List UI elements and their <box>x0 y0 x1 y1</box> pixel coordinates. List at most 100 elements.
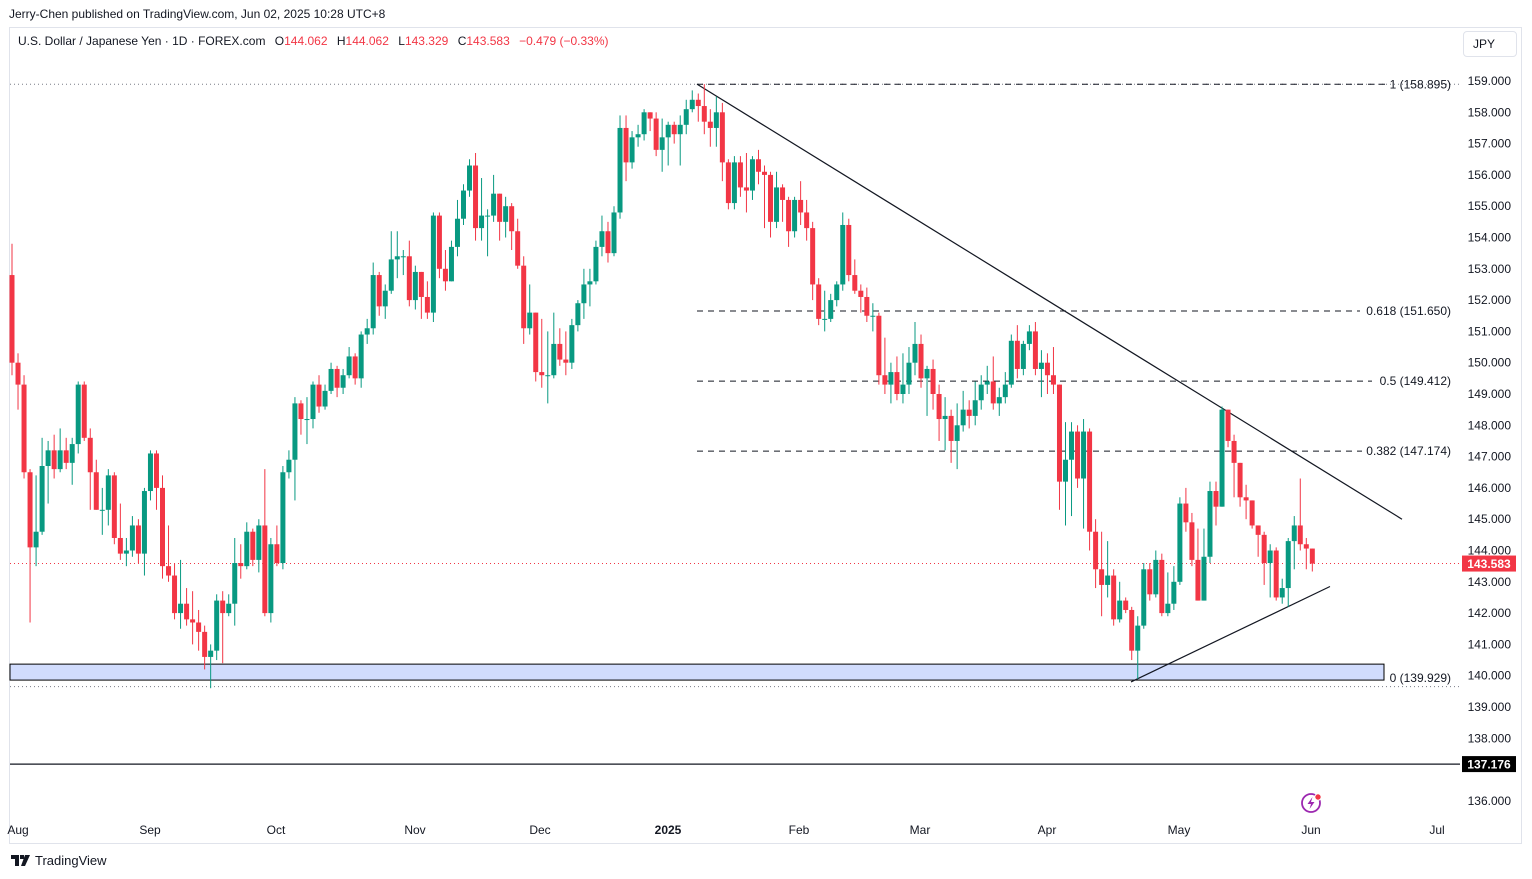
candle[interactable] <box>473 152 479 241</box>
candle[interactable] <box>1056 384 1062 510</box>
candle[interactable] <box>1267 544 1273 598</box>
candle[interactable] <box>924 365 930 416</box>
candle[interactable] <box>436 212 442 279</box>
candle[interactable] <box>69 437 75 485</box>
candle[interactable] <box>382 284 388 319</box>
candle[interactable] <box>454 199 460 257</box>
candle[interactable] <box>196 609 202 651</box>
candle[interactable] <box>1075 425 1081 488</box>
candle[interactable] <box>701 84 707 135</box>
candle[interactable] <box>774 171 780 229</box>
candle[interactable] <box>617 115 623 219</box>
time-axis[interactable]: Aug Sep Oct Nov Dec 2025 Feb Mar Apr May Jun Jul <box>7 823 1444 837</box>
candle[interactable] <box>918 334 924 388</box>
candle[interactable] <box>665 121 671 166</box>
candle[interactable] <box>749 156 755 200</box>
candle[interactable] <box>972 381 978 426</box>
candle[interactable] <box>184 588 190 626</box>
candle[interactable] <box>1129 606 1135 661</box>
candle[interactable] <box>364 318 370 344</box>
candle[interactable] <box>966 400 972 429</box>
candle[interactable] <box>1020 340 1026 376</box>
candle[interactable] <box>418 271 424 319</box>
chart-pane[interactable] <box>9 27 1522 844</box>
candle[interactable] <box>713 96 719 147</box>
candle[interactable] <box>900 353 906 404</box>
candle[interactable] <box>485 209 491 257</box>
candle[interactable] <box>497 193 503 241</box>
candle[interactable] <box>689 90 695 113</box>
candle[interactable] <box>15 353 21 410</box>
candle[interactable] <box>1087 428 1093 551</box>
candle[interactable] <box>250 528 256 567</box>
candle[interactable] <box>424 281 430 319</box>
candle[interactable] <box>226 594 232 617</box>
candle[interactable] <box>111 472 117 545</box>
candle[interactable] <box>304 397 310 445</box>
candle[interactable] <box>220 591 226 664</box>
price-axis[interactable]: 136.000 138.000 139.000 140.000 141.000 142.0… <box>1468 74 1512 808</box>
candle[interactable] <box>1014 325 1020 379</box>
candle[interactable] <box>816 278 822 326</box>
candle[interactable] <box>840 212 846 291</box>
candle[interactable] <box>1117 581 1123 623</box>
candle[interactable] <box>1237 462 1243 507</box>
candle[interactable] <box>467 159 473 197</box>
candle[interactable] <box>340 368 346 394</box>
candle[interactable] <box>1189 512 1195 567</box>
candle[interactable] <box>1255 525 1261 557</box>
candle[interactable] <box>954 403 960 470</box>
candle[interactable] <box>39 437 45 535</box>
candle[interactable] <box>256 519 262 573</box>
candle[interactable] <box>123 537 129 567</box>
candle[interactable] <box>400 250 406 276</box>
candle[interactable] <box>1183 487 1189 532</box>
candle[interactable] <box>1038 350 1044 398</box>
candle[interactable] <box>593 240 599 285</box>
candle[interactable] <box>1249 500 1255 529</box>
candle[interactable] <box>45 440 51 504</box>
candle[interactable] <box>1105 541 1111 598</box>
candle[interactable] <box>172 563 178 620</box>
candle[interactable] <box>57 428 63 473</box>
candle[interactable] <box>442 250 448 291</box>
candle[interactable] <box>1201 528 1207 601</box>
candle[interactable] <box>942 397 948 451</box>
candle[interactable] <box>316 375 322 413</box>
candle[interactable] <box>1111 569 1117 626</box>
candle[interactable] <box>912 322 918 376</box>
candle[interactable] <box>557 328 563 366</box>
candle[interactable] <box>539 318 545 388</box>
candle[interactable] <box>1135 616 1141 679</box>
candle[interactable] <box>768 171 774 238</box>
candle[interactable] <box>1123 597 1129 614</box>
candle[interactable] <box>412 265 418 310</box>
candle[interactable] <box>623 115 629 182</box>
candle[interactable] <box>798 181 804 225</box>
candle[interactable] <box>214 594 220 661</box>
candle[interactable] <box>786 196 792 247</box>
candle[interactable] <box>1044 353 1050 394</box>
candle[interactable] <box>1141 563 1147 629</box>
candle[interactable] <box>1165 572 1171 617</box>
candle[interactable] <box>641 109 647 141</box>
candle[interactable] <box>274 525 280 567</box>
candle[interactable] <box>870 303 876 332</box>
candle[interactable] <box>1177 497 1183 585</box>
candle[interactable] <box>1231 434 1237 498</box>
candle[interactable] <box>990 356 996 410</box>
candle[interactable] <box>521 256 527 344</box>
candle[interactable] <box>876 312 882 385</box>
candle[interactable] <box>147 450 153 501</box>
candle[interactable] <box>286 450 292 479</box>
candle[interactable] <box>1026 325 1032 351</box>
candle[interactable] <box>1069 422 1075 517</box>
candle[interactable] <box>160 475 165 579</box>
candle[interactable] <box>635 124 641 147</box>
candle[interactable] <box>1273 547 1279 601</box>
candle[interactable] <box>153 450 159 510</box>
candle[interactable] <box>743 152 749 213</box>
candle[interactable] <box>1093 519 1099 589</box>
candle[interactable] <box>894 356 900 401</box>
